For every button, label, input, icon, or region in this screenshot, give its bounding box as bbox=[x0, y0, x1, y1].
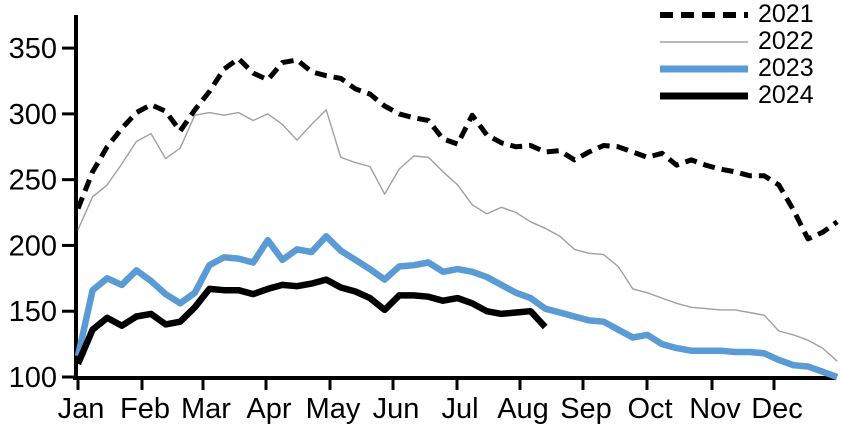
legend-line-2021-icon bbox=[660, 11, 748, 18]
legend-item-2021: 2021 bbox=[658, 1, 814, 28]
x-tick-label: Oct bbox=[627, 393, 672, 425]
x-tick-label: Aug bbox=[497, 393, 549, 425]
legend-item-2024: 2024 bbox=[658, 82, 814, 109]
x-tick-label: Mar bbox=[181, 393, 231, 425]
legend-line-2022-icon bbox=[660, 40, 748, 43]
y-tick-label: 100 bbox=[9, 362, 57, 394]
x-tick-label: Jun bbox=[373, 393, 420, 425]
x-tick-label: Sep bbox=[560, 393, 612, 425]
x-tick-label: Jul bbox=[441, 393, 478, 425]
x-tick-label: Jan bbox=[58, 393, 105, 425]
legend-label-2024: 2024 bbox=[758, 81, 814, 109]
series-line-2024 bbox=[75, 276, 548, 366]
legend-item-2023: 2023 bbox=[658, 55, 814, 82]
y-tick-label: 150 bbox=[9, 296, 57, 328]
series-line-2023 bbox=[74, 232, 839, 381]
y-tick-label: 300 bbox=[9, 99, 57, 131]
series-line-2022 bbox=[77, 109, 838, 362]
x-tick-label: Feb bbox=[120, 393, 170, 425]
legend-line-2024-icon bbox=[660, 92, 748, 99]
y-tick-label: 250 bbox=[9, 165, 57, 197]
legend-item-2022: 2022 bbox=[658, 28, 814, 55]
legend-label-2021: 2021 bbox=[758, 0, 814, 28]
series-line-2021 bbox=[75, 56, 839, 242]
chart-legend: 2021 2022 2023 2024 bbox=[658, 1, 814, 109]
x-tick-label: Apr bbox=[246, 393, 291, 425]
y-tick-label: 200 bbox=[9, 230, 57, 262]
legend-line-2023-icon bbox=[660, 65, 748, 72]
x-tick-label: Dec bbox=[751, 393, 803, 425]
legend-label-2023: 2023 bbox=[758, 54, 814, 82]
legend-label-2022: 2022 bbox=[758, 27, 814, 55]
x-tick-label: May bbox=[306, 393, 361, 425]
x-tick-label: Nov bbox=[689, 393, 741, 425]
y-tick-label: 350 bbox=[9, 33, 57, 65]
